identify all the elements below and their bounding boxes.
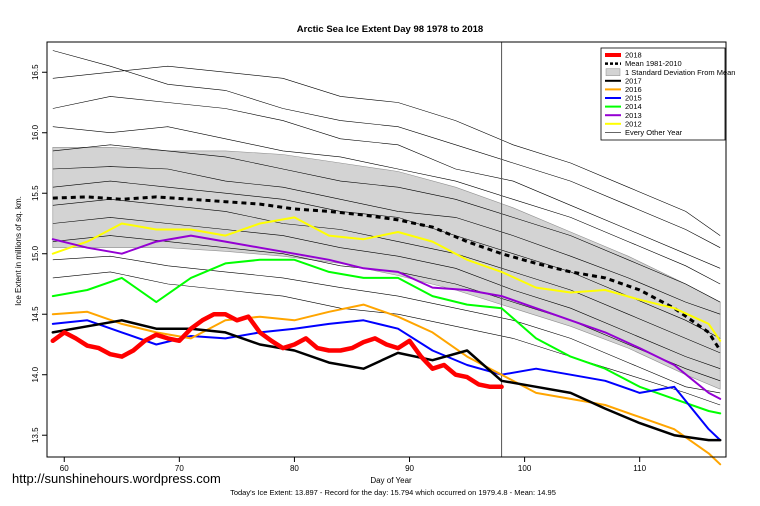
every-other-year-line-9 bbox=[52, 217, 721, 369]
every-other-year-line-6 bbox=[52, 166, 721, 315]
watermark-url: http://sunshinehours.wordpress.com bbox=[12, 471, 221, 486]
series-2014 bbox=[51, 258, 722, 415]
y-tick-label-14.0: 14.0 bbox=[31, 366, 40, 382]
mean-line bbox=[52, 195, 722, 352]
y-tick-label-15.0: 15.0 bbox=[31, 245, 40, 261]
series-2018 bbox=[50, 311, 504, 390]
y-tick-label-15.5: 15.5 bbox=[31, 185, 40, 201]
y-tick-label-16.5: 16.5 bbox=[31, 64, 40, 80]
every-other-year-line-2 bbox=[52, 65, 721, 236]
every-other-year-line-3 bbox=[52, 96, 721, 269]
series-2015 bbox=[51, 319, 722, 442]
legend-label-0: 2018 bbox=[625, 51, 642, 60]
legend-label-9: Every Other Year bbox=[625, 128, 683, 137]
every-other-year-line-1 bbox=[52, 50, 721, 248]
y-tick-label-13.5: 13.5 bbox=[31, 427, 40, 443]
every-other-year-line-8 bbox=[52, 198, 721, 354]
x-tick-label-110: 110 bbox=[633, 464, 646, 473]
axis-box bbox=[46, 41, 727, 458]
legend-label-8: 2012 bbox=[625, 119, 642, 128]
legend-label-2: 1 Standard Deviation From Mean bbox=[625, 68, 735, 77]
series-2013 bbox=[51, 234, 722, 400]
series-2012 bbox=[51, 216, 722, 342]
every-other-year-line-4 bbox=[52, 126, 721, 285]
legend-label-4: 2016 bbox=[625, 85, 642, 94]
plot-area: 60 70 80 90 100 110 13.5 14.0 14.5 15.0 15.5 16.0 16… bbox=[31, 41, 727, 473]
y-tick-label-16.0: 16.0 bbox=[31, 124, 40, 140]
every-other-year-line-11 bbox=[52, 255, 721, 394]
x-tick-label-100: 100 bbox=[518, 464, 532, 473]
legend-label-5: 2015 bbox=[625, 94, 642, 103]
legend-label-6: 2014 bbox=[625, 102, 642, 111]
x-axis-label: Day of Year bbox=[370, 476, 412, 485]
legend-label-3: 2017 bbox=[625, 76, 642, 85]
sd-band bbox=[52, 147, 721, 390]
x-tick-label-60: 60 bbox=[60, 464, 69, 473]
y-axis-label: Ice Extent in millions of sq. km. bbox=[14, 196, 23, 306]
legend-box bbox=[600, 47, 726, 141]
legend-label-7: 2013 bbox=[625, 111, 642, 120]
legend-swatch-band bbox=[605, 68, 621, 76]
y-tick-label-14.5: 14.5 bbox=[31, 306, 40, 322]
legend-label-1: Mean 1981-2010 bbox=[625, 59, 682, 68]
series-2017 bbox=[51, 319, 722, 442]
every-other-year-line-5 bbox=[52, 144, 721, 303]
x-tick-label-90: 90 bbox=[405, 464, 414, 473]
series-2016 bbox=[51, 303, 722, 466]
every-other-year-line-12 bbox=[52, 271, 721, 406]
footer-stats: Today's Ice Extent: 13.897 - Record for … bbox=[230, 488, 556, 497]
x-tick-label-80: 80 bbox=[290, 464, 299, 473]
x-tick-label-70: 70 bbox=[175, 464, 184, 473]
chart-title: Arctic Sea Ice Extent Day 98 1978 to 201… bbox=[297, 24, 483, 35]
